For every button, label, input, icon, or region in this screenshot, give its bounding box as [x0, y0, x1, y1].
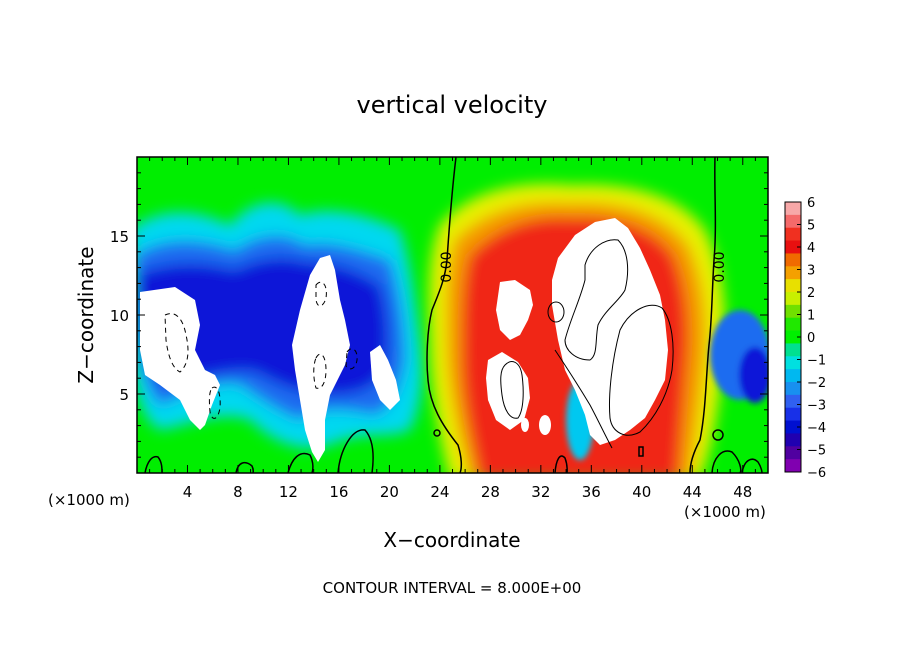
colorbar-swatch: [785, 407, 801, 422]
x-tick-label: 36: [582, 483, 601, 501]
colorbar-label: −3: [807, 399, 826, 414]
x-tick-label: 16: [329, 483, 348, 501]
contour-lines-dashed: [164, 281, 358, 419]
y-axis-label: Z−coordinate: [74, 246, 98, 383]
colorbar-label: −4: [807, 421, 826, 436]
colorbar-swatch: [785, 227, 801, 242]
colorbar-label: 2: [807, 286, 815, 301]
colorbar-label: −5: [807, 444, 826, 459]
y-tick-label: 15: [110, 228, 129, 246]
x-tick-label: 8: [233, 483, 243, 501]
colorbar-label: −2: [807, 376, 826, 391]
y-tick-label: 10: [110, 307, 129, 325]
x-tick-label: 28: [481, 483, 500, 501]
colorbar-swatch: [785, 459, 801, 473]
x-unit-left: (×1000 m): [48, 491, 130, 509]
colorbar-swatch: [785, 446, 801, 460]
colorbar: 6 5 4 3 2 1 0 −1 −2 −3 −4 −5 −6: [784, 196, 826, 481]
colorbar-label: 4: [807, 241, 815, 256]
x-tick-label: 24: [430, 483, 449, 501]
colorbar-swatch: [785, 394, 801, 409]
contour-label-1: 0.00: [712, 251, 728, 282]
colorbar-swatch: [785, 420, 801, 434]
footer-contour-interval: CONTOUR INTERVAL = 8.000E+00: [323, 579, 582, 597]
x-axis: 4 8 12 16 20 24 28 32 36 40 44 48: [149, 157, 756, 501]
colorbar-label: 1: [807, 309, 815, 324]
contour-label-0: 0.00: [439, 251, 455, 282]
y-tick-label: 5: [119, 386, 129, 404]
x-tick-label: 44: [683, 483, 702, 501]
colorbar-swatch: [785, 382, 801, 396]
colorbar-swatch: [785, 279, 801, 293]
colorbar-label: 0: [807, 331, 815, 346]
colorbar-label: 3: [807, 264, 815, 279]
x-tick-label: 4: [183, 483, 193, 501]
y-axis: 5 10 15: [110, 172, 768, 458]
colorbar-swatch: [785, 433, 801, 447]
chart-title: vertical velocity: [357, 91, 548, 119]
colorbar-swatch: [785, 292, 801, 306]
x-tick-label: 48: [733, 483, 752, 501]
contour-lines-thin: [500, 239, 674, 449]
colorbar-label: −6: [807, 466, 826, 481]
x-unit-right: (×1000 m): [684, 503, 766, 521]
x-tick-label: 20: [380, 483, 399, 501]
colorbar-label: 5: [807, 219, 815, 234]
colorbar-label: 6: [807, 196, 815, 211]
x-tick-label: 12: [279, 483, 298, 501]
colorbar-swatch: [785, 304, 801, 319]
colorbar-swatch: [785, 214, 801, 229]
colorbar-swatch: [785, 330, 801, 344]
x-tick-label: 32: [531, 483, 550, 501]
colorbar-swatch: [785, 240, 801, 254]
x-tick-label: 40: [632, 483, 651, 501]
colorbar-swatch: [785, 369, 801, 383]
colorbar-swatch: [785, 253, 801, 267]
colorbar-swatch: [785, 356, 801, 370]
saturated-regions: [140, 218, 668, 462]
x-axis-label: X−coordinate: [383, 528, 520, 552]
colorbar-label: −1: [807, 354, 826, 369]
colorbar-swatch: [785, 343, 801, 357]
colorbar-swatch: [785, 202, 801, 216]
plot-area: 0.00 0.00: [137, 157, 768, 473]
contour-lines: [144, 157, 763, 473]
colorbar-swatch: [785, 317, 801, 332]
colorbar-swatch: [785, 266, 801, 280]
